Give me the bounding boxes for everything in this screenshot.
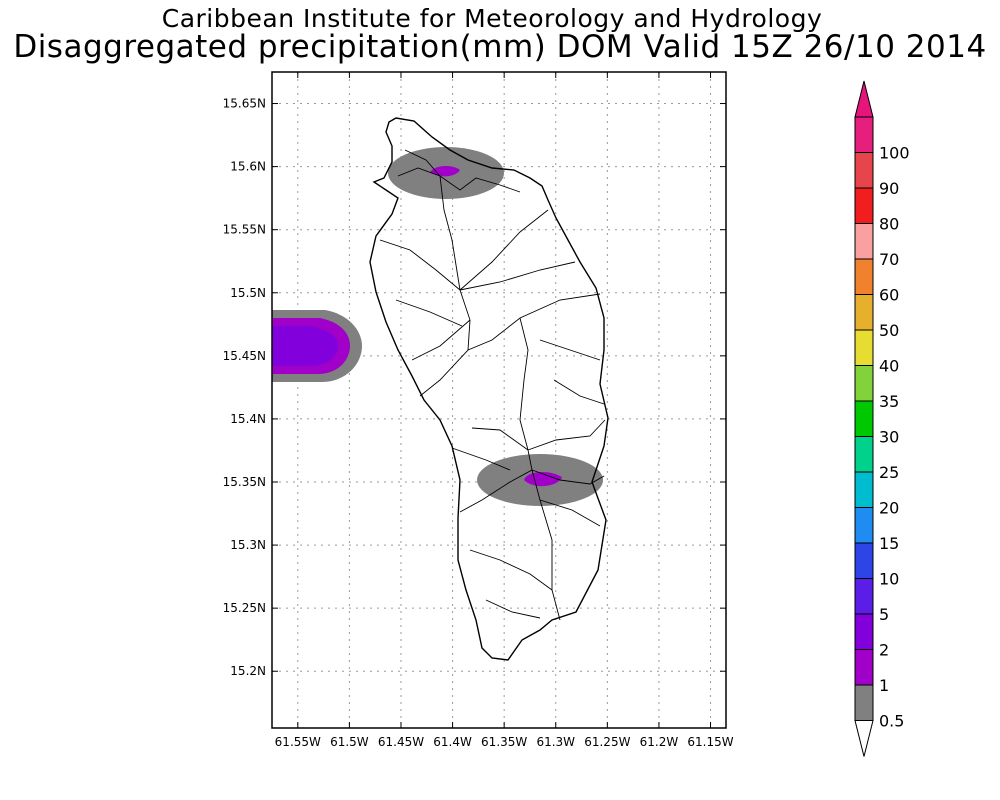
lon-tick-label: 61.2W bbox=[640, 735, 679, 749]
lat-tick-label: 15.25N bbox=[223, 601, 266, 615]
colorbar-segment bbox=[854, 116, 874, 153]
lon-tick-label: 61.5W bbox=[330, 735, 369, 749]
colorbar-segment bbox=[854, 436, 874, 473]
title-product: Disaggregated precipitation(mm) DOM Vali… bbox=[13, 29, 987, 65]
colorbar-label: 25 bbox=[879, 463, 899, 482]
lat-tick-label: 15.55N bbox=[223, 223, 266, 237]
lat-tick-label: 15.65N bbox=[223, 97, 266, 111]
colorbar-label: 90 bbox=[879, 179, 899, 198]
lon-tick-label: 61.35W bbox=[481, 735, 527, 749]
precip-cell-north bbox=[388, 147, 504, 199]
colorbar-label: 2 bbox=[879, 641, 889, 660]
colorbar-segment bbox=[854, 400, 874, 437]
colorbar-segment bbox=[854, 152, 874, 189]
lon-tick-label: 61.25W bbox=[584, 735, 630, 749]
lat-tick-label: 15.35N bbox=[223, 475, 266, 489]
colorbar-segment bbox=[854, 471, 874, 508]
lat-tick-label: 15.3N bbox=[230, 538, 266, 552]
colorbar-segment bbox=[854, 365, 874, 402]
colorbar-segment bbox=[854, 649, 874, 686]
colorbar-segment bbox=[854, 329, 874, 366]
colorbar-label: 10 bbox=[879, 570, 899, 589]
colorbar-segment bbox=[854, 223, 874, 260]
colorbar-label: 70 bbox=[879, 250, 899, 269]
colorbar-label: 40 bbox=[879, 357, 899, 376]
colorbar-label: 80 bbox=[879, 215, 899, 234]
title-institute: Caribbean Institute for Meteorology and … bbox=[161, 4, 823, 33]
longitude-labels: 61.55W 61.5W 61.45W 61.4W 61.35W 61.3W 61.25W 6… bbox=[275, 735, 734, 749]
colorbar-label: 15 bbox=[879, 534, 899, 553]
colorbar-upper-cap bbox=[854, 80, 874, 118]
river-network bbox=[379, 149, 606, 621]
colorbar-segment bbox=[854, 578, 874, 615]
colorbar-label: 0.5 bbox=[879, 712, 904, 731]
colorbar-label: 1 bbox=[879, 676, 889, 695]
colorbar-label: 60 bbox=[879, 286, 899, 305]
latitude-labels: 15.65N 15.6N 15.55N 15.5N 15.45N 15.4N 15.35N 1… bbox=[223, 97, 266, 679]
dominica-island-outline bbox=[369, 117, 609, 661]
colorbar-label: 30 bbox=[879, 428, 899, 447]
colorbar-label: 35 bbox=[879, 392, 899, 411]
lon-tick-label: 61.55W bbox=[275, 735, 321, 749]
lat-tick-label: 15.2N bbox=[230, 664, 266, 678]
lon-tick-label: 61.45W bbox=[378, 735, 424, 749]
colorbar-lower-cap bbox=[854, 720, 874, 757]
colorbar-label: 20 bbox=[879, 499, 899, 518]
colorbar-label: 5 bbox=[879, 605, 889, 624]
colorbar-label: 50 bbox=[879, 321, 899, 340]
lat-tick-label: 15.45N bbox=[223, 349, 266, 363]
precip-cell-west-offshore bbox=[272, 310, 362, 382]
precip-shading bbox=[272, 147, 603, 506]
lon-tick-label: 61.4W bbox=[433, 735, 472, 749]
colorbar-segment bbox=[854, 684, 874, 721]
lon-tick-label: 61.3W bbox=[536, 735, 575, 749]
colorbar-segment bbox=[854, 507, 874, 544]
lat-tick-label: 15.5N bbox=[230, 286, 266, 300]
lat-tick-label: 15.6N bbox=[230, 160, 266, 174]
colorbar-segment bbox=[854, 294, 874, 331]
lon-tick-label: 61.15W bbox=[687, 735, 733, 749]
lat-tick-label: 15.4N bbox=[230, 412, 266, 426]
colorbar-segment bbox=[854, 542, 874, 579]
colorbar-label: 100 bbox=[879, 144, 910, 163]
colorbar-segment bbox=[854, 258, 874, 295]
colorbar-segment bbox=[854, 187, 874, 224]
map-frame bbox=[271, 71, 727, 729]
colorbar-segment bbox=[854, 613, 874, 650]
